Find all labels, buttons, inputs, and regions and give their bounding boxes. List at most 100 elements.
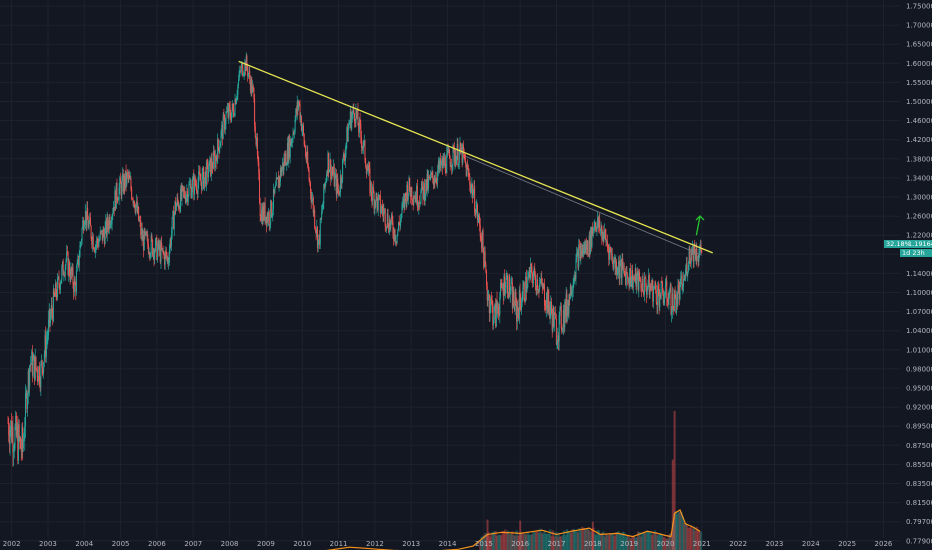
candle-body xyxy=(340,175,342,184)
candle-body xyxy=(570,284,572,296)
volume-bar xyxy=(575,529,578,550)
candle-body xyxy=(151,236,153,240)
price-axis[interactable]: 1.75000 1.70000 1.65000 1.60000 1.55000 1.500… xyxy=(906,3,932,550)
candle-body xyxy=(611,254,613,262)
candle-body xyxy=(355,110,357,124)
candle-body xyxy=(21,427,23,452)
candle-body xyxy=(407,184,409,200)
candle-body xyxy=(66,251,68,253)
volume-bar xyxy=(667,534,671,550)
candle-body xyxy=(78,257,80,266)
candle-body xyxy=(68,262,70,275)
candle-body xyxy=(250,79,252,92)
candle-body xyxy=(255,137,257,145)
candle-body xyxy=(513,305,515,311)
candle-body xyxy=(608,247,610,260)
candle-body xyxy=(542,284,544,289)
candle-body xyxy=(646,288,648,295)
volume-bar xyxy=(509,533,513,550)
candle-body xyxy=(636,275,638,287)
candle-body xyxy=(97,242,99,247)
candle-body xyxy=(285,153,287,166)
volume-bar xyxy=(481,535,485,550)
candle-body xyxy=(477,218,479,220)
candle-body xyxy=(159,245,161,252)
volume-bar xyxy=(673,513,676,550)
last-price-badge xyxy=(884,240,932,248)
candle-body xyxy=(590,227,592,247)
candle-body xyxy=(238,79,240,85)
candle-body xyxy=(398,222,400,231)
candle-body xyxy=(672,294,674,310)
candle-body xyxy=(629,268,631,287)
volume-bar xyxy=(480,536,483,550)
volume-bar xyxy=(491,531,495,550)
volume-bar xyxy=(621,531,624,550)
volume-bar xyxy=(653,530,657,550)
candle-body xyxy=(594,222,596,228)
candle-body xyxy=(263,206,265,219)
candle-body xyxy=(481,230,483,249)
candle-body xyxy=(245,61,247,71)
candle-body xyxy=(126,173,128,174)
candle-body xyxy=(573,281,575,284)
candle-body xyxy=(469,184,471,193)
candle-body xyxy=(446,149,448,154)
candle-body xyxy=(302,125,304,130)
candle-body xyxy=(316,226,318,249)
x-tick-label: 2024 xyxy=(802,540,820,548)
candle-body xyxy=(347,127,349,142)
volume-bar xyxy=(558,536,562,550)
candle-body xyxy=(381,205,383,211)
x-tick-label: 2025 xyxy=(838,540,856,548)
candle-body xyxy=(98,240,100,247)
candle-body xyxy=(606,241,608,243)
candle-body xyxy=(467,168,469,176)
volume-bar xyxy=(562,530,566,550)
y-tick-label: 1.38000 xyxy=(906,155,932,163)
candle-body xyxy=(474,212,476,216)
candle-body xyxy=(121,179,123,196)
candle-body xyxy=(585,242,587,254)
candle-body xyxy=(133,201,135,208)
candle-body xyxy=(675,294,677,313)
volume-bar xyxy=(699,531,703,550)
volume-bar xyxy=(613,535,616,550)
candle-body xyxy=(310,193,312,202)
candle-body xyxy=(692,246,694,255)
time-axis[interactable]: 2002 2003 2004 2005 2006 2007 2008 2009 2010 2011… xyxy=(3,540,893,548)
volume-bar xyxy=(527,534,531,550)
trendlines[interactable] xyxy=(238,60,713,256)
candle-body xyxy=(199,173,201,181)
candle-body xyxy=(699,251,701,254)
candle-body xyxy=(80,242,82,246)
candle-body xyxy=(167,256,169,264)
arrow-annotation[interactable] xyxy=(695,215,705,236)
candle-body xyxy=(595,227,597,232)
candle-body xyxy=(108,226,110,230)
volume-bar xyxy=(574,531,577,550)
candle-body xyxy=(293,132,295,134)
grid xyxy=(0,0,900,542)
candle-body xyxy=(549,309,551,317)
candle-body xyxy=(661,280,663,283)
candle-body xyxy=(248,70,250,74)
candle-body xyxy=(613,261,615,268)
candle-body xyxy=(240,71,242,72)
volume-bar xyxy=(678,512,682,550)
candle-body xyxy=(532,275,534,284)
candle-body xyxy=(247,73,249,77)
candle-body xyxy=(241,63,243,66)
candle-body xyxy=(513,290,515,306)
candle-body xyxy=(687,265,689,272)
volume-bar xyxy=(614,532,617,550)
candle-body xyxy=(155,237,157,240)
candle-body xyxy=(269,224,271,226)
candle-body xyxy=(161,248,163,250)
volume-bar xyxy=(571,529,574,550)
candle-body xyxy=(696,248,698,261)
candle-body xyxy=(35,356,37,369)
